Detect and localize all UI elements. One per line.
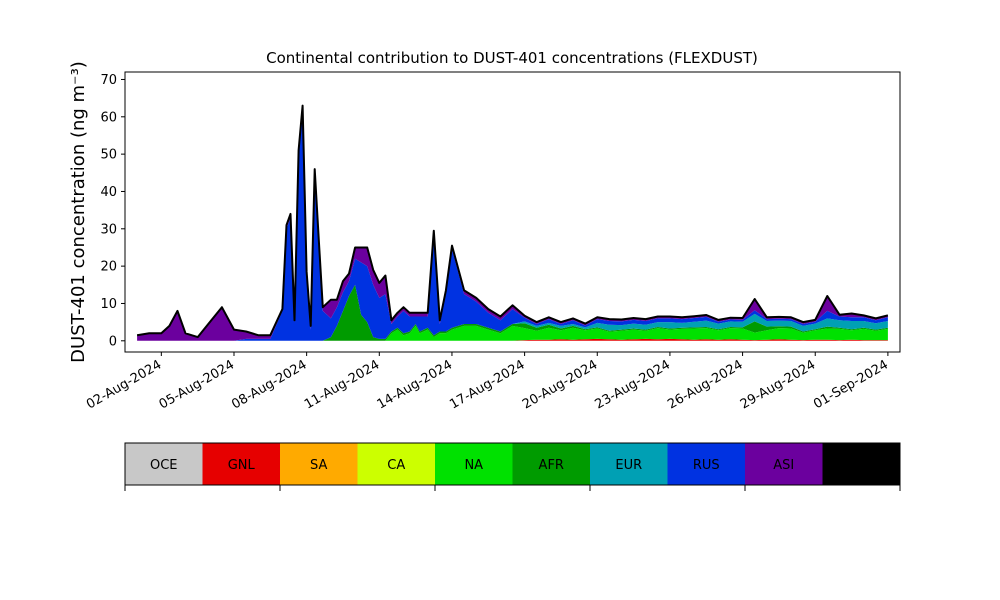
legend-swatch-eur bbox=[590, 443, 668, 485]
y-tick-label: 70 bbox=[100, 73, 117, 88]
legend-swatch-asi bbox=[745, 443, 823, 485]
y-tick-label: 20 bbox=[100, 260, 117, 275]
series-area-gnl bbox=[137, 338, 888, 341]
y-axis: 0 10 20 30 40 50 60 70 bbox=[100, 73, 125, 349]
legend-swatch-sa bbox=[280, 443, 358, 485]
legend-swatch-oce bbox=[125, 443, 203, 485]
legend-swatch-na bbox=[435, 443, 513, 485]
y-tick-label: 60 bbox=[100, 110, 117, 125]
legend-swatch-aus bbox=[822, 443, 900, 485]
legend-label-na: NA bbox=[464, 458, 483, 473]
legend-label-oce: OCE bbox=[150, 458, 178, 473]
legend-label-asi: ASI bbox=[773, 458, 794, 473]
y-tick-label: 0 bbox=[109, 334, 117, 349]
series-area-na bbox=[137, 325, 888, 341]
chart-title: Continental contribution to DUST-401 con… bbox=[266, 49, 758, 67]
y-tick-label: 30 bbox=[100, 222, 117, 237]
legend-label-rus: RUS bbox=[693, 458, 720, 473]
y-tick-label: 40 bbox=[100, 185, 117, 200]
legend-swatch-rus bbox=[667, 443, 745, 485]
series-area-eur bbox=[137, 284, 888, 341]
legend-swatch-afr bbox=[512, 443, 590, 485]
legend: OCE GNL SA CA NA AFR EUR RUS ASI AUS bbox=[124, 442, 901, 491]
legend-label-sa: SA bbox=[310, 458, 327, 473]
y-tick-label: 50 bbox=[100, 148, 117, 163]
y-tick-label: 10 bbox=[100, 297, 117, 312]
legend-swatch-ca bbox=[357, 443, 435, 485]
legend-label-afr: AFR bbox=[539, 458, 564, 473]
legend-frame bbox=[124, 442, 901, 486]
plot-area bbox=[124, 71, 901, 353]
legend-label-ca: CA bbox=[387, 458, 405, 473]
legend-label-aus: AUS bbox=[848, 458, 875, 473]
y-axis-label: DUST-401 concentration (ng m⁻³) bbox=[68, 61, 89, 363]
total-outline bbox=[136, 104, 889, 339]
legend-swatch-gnl bbox=[202, 443, 280, 485]
legend-label-eur: EUR bbox=[615, 458, 642, 473]
plot-frame bbox=[124, 71, 901, 353]
legend-label-gnl: GNL bbox=[228, 458, 256, 473]
